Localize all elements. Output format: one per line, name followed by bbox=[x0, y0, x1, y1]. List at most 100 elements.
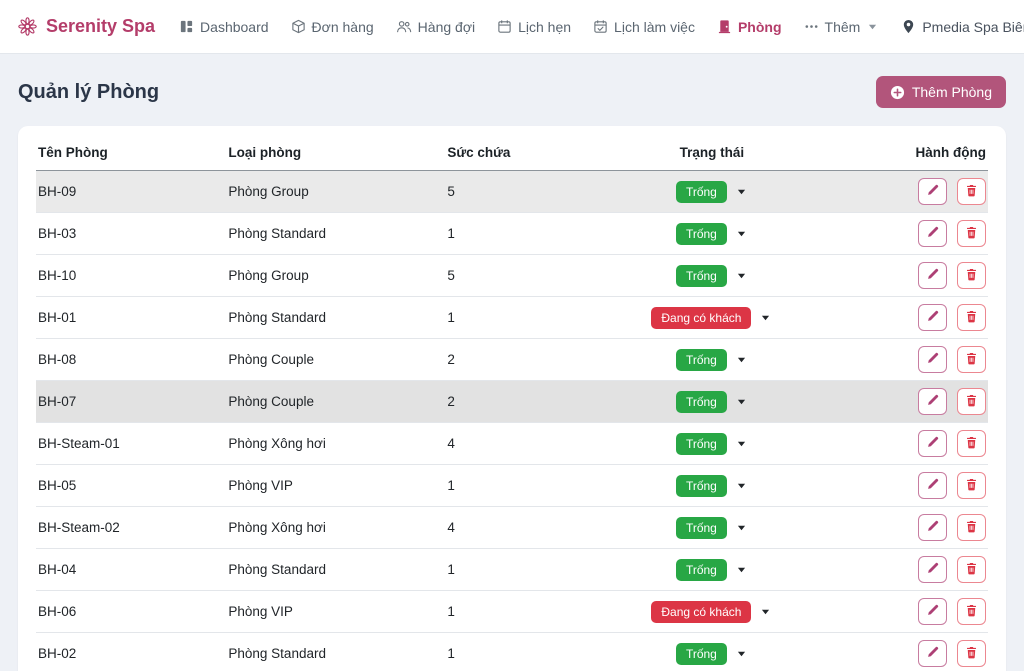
status-badge[interactable]: Trống bbox=[675, 180, 727, 203]
status-badge[interactable]: Trống bbox=[675, 558, 727, 581]
trash-icon bbox=[965, 436, 978, 452]
table-row: BH-04 Phòng Standard 1 Trống bbox=[36, 548, 988, 591]
edit-button[interactable] bbox=[918, 514, 948, 541]
status-dropdown-toggle[interactable] bbox=[759, 602, 772, 621]
pencil-icon bbox=[926, 394, 939, 410]
room-name-cell: BH-07 bbox=[36, 380, 227, 423]
status-dropdown-toggle[interactable] bbox=[735, 644, 748, 663]
nav-item-schedule[interactable]: Lịch làm việc bbox=[593, 19, 695, 35]
nav-item-rooms[interactable]: Phòng bbox=[717, 19, 782, 35]
status-badge[interactable]: Trống bbox=[675, 348, 727, 371]
edit-button[interactable] bbox=[918, 640, 948, 667]
status-dropdown-toggle[interactable] bbox=[735, 266, 748, 285]
edit-button[interactable] bbox=[918, 262, 948, 289]
chevron-down-icon bbox=[737, 520, 746, 535]
status-cell: Trống bbox=[626, 254, 798, 297]
room-type-cell: Phòng Standard bbox=[226, 632, 446, 671]
nav-item-orders[interactable]: Đơn hàng bbox=[291, 19, 374, 35]
add-room-button[interactable]: Thêm Phòng bbox=[875, 76, 1006, 108]
status-badge[interactable]: Trống bbox=[675, 474, 727, 497]
chevron-down-icon bbox=[737, 268, 746, 283]
location-label: Pmedia Spa Biên Hòa bbox=[922, 18, 1024, 35]
status-cell: Trống bbox=[626, 170, 798, 213]
edit-button[interactable] bbox=[918, 220, 948, 247]
trash-icon bbox=[965, 394, 978, 410]
edit-button[interactable] bbox=[918, 556, 948, 583]
edit-button[interactable] bbox=[918, 304, 948, 331]
pencil-icon bbox=[926, 604, 939, 620]
edit-button[interactable] bbox=[918, 178, 948, 205]
table-row: BH-08 Phòng Couple 2 Trống bbox=[36, 338, 988, 381]
room-type-cell: Phòng Xông hơi bbox=[226, 422, 446, 465]
calendar-icon bbox=[497, 19, 512, 34]
status-dropdown-toggle[interactable] bbox=[735, 476, 748, 495]
status-badge[interactable]: Trống bbox=[675, 516, 727, 539]
status-dropdown-toggle[interactable] bbox=[759, 308, 772, 327]
status-badge[interactable]: Trống bbox=[675, 642, 727, 665]
delete-button[interactable] bbox=[957, 262, 986, 289]
room-type-cell: Phòng Group bbox=[226, 254, 446, 297]
main-content: Quản lý Phòng Thêm Phòng Tên Phòng Loại … bbox=[0, 54, 1024, 671]
room-name-cell: BH-08 bbox=[36, 338, 227, 381]
dashboard-icon bbox=[179, 19, 194, 34]
delete-button[interactable] bbox=[957, 556, 986, 583]
status-cell: Đang có khách bbox=[626, 296, 798, 339]
status-dropdown-toggle[interactable] bbox=[735, 392, 748, 411]
room-name-cell: BH-04 bbox=[36, 548, 227, 591]
delete-button[interactable] bbox=[957, 220, 986, 247]
table-row: BH-Steam-01 Phòng Xông hơi 4 Trống bbox=[36, 422, 988, 465]
top-navbar: Serenity Spa Dashboard Đơn hàng Hàng đợi… bbox=[0, 0, 1024, 54]
nav-item-appointments[interactable]: Lịch hẹn bbox=[497, 19, 571, 35]
pencil-icon bbox=[926, 352, 939, 368]
status-cell: Trống bbox=[626, 422, 798, 465]
location-selector[interactable]: Pmedia Spa Biên Hòa bbox=[901, 19, 1024, 35]
chevron-down-icon bbox=[737, 352, 746, 367]
door-icon bbox=[717, 19, 732, 34]
nav-item-dashboard[interactable]: Dashboard bbox=[179, 19, 269, 35]
edit-button[interactable] bbox=[918, 388, 948, 415]
navbar-right: Pmedia Spa Biên Hòa A bbox=[901, 10, 1024, 43]
actions-cell bbox=[797, 254, 988, 297]
nav-item-queue[interactable]: Hàng đợi bbox=[396, 19, 475, 35]
location-pin-icon bbox=[901, 19, 916, 34]
page-header: Quản lý Phòng Thêm Phòng bbox=[18, 76, 1006, 108]
nav-item-more[interactable]: Thêm bbox=[804, 19, 878, 35]
delete-button[interactable] bbox=[957, 430, 986, 457]
delete-button[interactable] bbox=[957, 388, 986, 415]
status-cell: Trống bbox=[626, 380, 798, 423]
edit-button[interactable] bbox=[918, 472, 948, 499]
status-badge[interactable]: Đang có khách bbox=[651, 306, 752, 329]
delete-button[interactable] bbox=[957, 304, 986, 331]
chevron-down-icon bbox=[737, 226, 746, 241]
delete-button[interactable] bbox=[957, 640, 986, 667]
trash-icon bbox=[965, 310, 978, 326]
pencil-icon bbox=[926, 646, 939, 662]
room-type-cell: Phòng Couple bbox=[226, 338, 446, 381]
delete-button[interactable] bbox=[957, 346, 986, 373]
status-dropdown-toggle[interactable] bbox=[735, 224, 748, 243]
status-badge[interactable]: Trống bbox=[675, 390, 727, 413]
status-dropdown-toggle[interactable] bbox=[735, 182, 748, 201]
chevron-down-icon bbox=[761, 310, 770, 325]
status-dropdown-toggle[interactable] bbox=[735, 350, 748, 369]
edit-button[interactable] bbox=[918, 598, 948, 625]
status-badge[interactable]: Đang có khách bbox=[651, 600, 752, 623]
delete-button[interactable] bbox=[957, 472, 986, 499]
status-dropdown-toggle[interactable] bbox=[735, 518, 748, 537]
status-badge[interactable]: Trống bbox=[675, 432, 727, 455]
delete-button[interactable] bbox=[957, 178, 986, 205]
edit-button[interactable] bbox=[918, 430, 948, 457]
delete-button[interactable] bbox=[957, 598, 986, 625]
edit-button[interactable] bbox=[918, 346, 948, 373]
actions-cell bbox=[797, 464, 988, 507]
status-badge[interactable]: Trống bbox=[675, 264, 727, 287]
capacity-cell: 5 bbox=[445, 254, 627, 297]
capacity-cell: 4 bbox=[445, 506, 627, 549]
delete-button[interactable] bbox=[957, 514, 986, 541]
users-icon bbox=[396, 19, 412, 34]
status-badge[interactable]: Trống bbox=[675, 222, 727, 245]
status-dropdown-toggle[interactable] bbox=[735, 434, 748, 453]
status-dropdown-toggle[interactable] bbox=[735, 560, 748, 579]
room-name-cell: BH-Steam-01 bbox=[36, 422, 227, 465]
brand[interactable]: Serenity Spa bbox=[17, 16, 155, 37]
